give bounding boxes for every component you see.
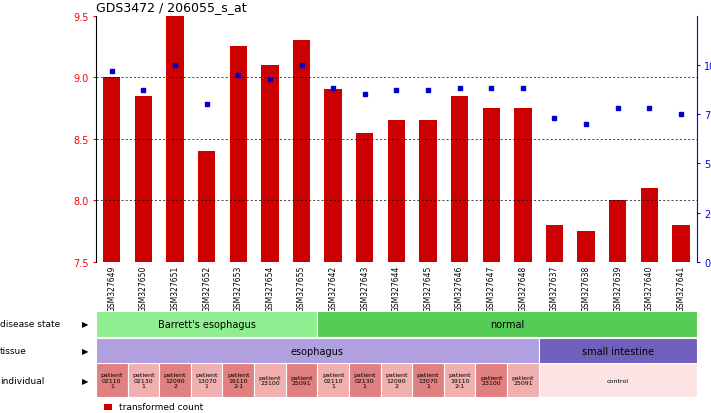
Text: patient
23100: patient 23100 bbox=[480, 375, 503, 385]
Text: patient
02110
1: patient 02110 1 bbox=[322, 373, 344, 388]
Bar bbox=[444, 363, 476, 397]
Bar bbox=[261, 66, 279, 262]
Text: patient
13070
1: patient 13070 1 bbox=[417, 373, 439, 388]
Bar bbox=[317, 311, 697, 337]
Bar bbox=[546, 225, 563, 262]
Text: patient
23100: patient 23100 bbox=[259, 375, 281, 385]
Text: disease state: disease state bbox=[0, 320, 60, 328]
Bar bbox=[166, 17, 183, 262]
Text: ▶: ▶ bbox=[82, 347, 89, 355]
Text: GSM327638: GSM327638 bbox=[582, 265, 591, 311]
Text: patient
25091: patient 25091 bbox=[290, 375, 313, 385]
Text: GDS3472 / 206055_s_at: GDS3472 / 206055_s_at bbox=[96, 1, 247, 14]
Text: patient
12090
2: patient 12090 2 bbox=[385, 373, 407, 388]
Bar bbox=[539, 363, 697, 397]
Bar bbox=[230, 47, 247, 262]
Bar bbox=[483, 109, 500, 262]
Text: GSM327640: GSM327640 bbox=[645, 265, 654, 311]
Text: individual: individual bbox=[0, 376, 44, 385]
Text: GSM327646: GSM327646 bbox=[455, 265, 464, 311]
Bar bbox=[412, 363, 444, 397]
Text: patient
19110
2-1: patient 19110 2-1 bbox=[449, 373, 471, 388]
Bar bbox=[159, 363, 191, 397]
Bar bbox=[387, 121, 405, 262]
Bar bbox=[324, 90, 342, 262]
Text: GSM327643: GSM327643 bbox=[360, 265, 369, 311]
Text: GSM327642: GSM327642 bbox=[328, 265, 338, 311]
Bar bbox=[539, 338, 697, 364]
Bar bbox=[476, 363, 507, 397]
Text: Barrett's esophagus: Barrett's esophagus bbox=[158, 319, 255, 329]
Bar bbox=[317, 363, 349, 397]
Bar bbox=[507, 363, 539, 397]
Text: control: control bbox=[606, 378, 629, 383]
Text: GSM327645: GSM327645 bbox=[424, 265, 432, 311]
Text: GSM327653: GSM327653 bbox=[234, 265, 242, 311]
Bar bbox=[293, 41, 310, 262]
Bar bbox=[356, 133, 373, 262]
Bar bbox=[609, 201, 626, 262]
Bar bbox=[514, 109, 532, 262]
Text: ▶: ▶ bbox=[82, 376, 89, 385]
Text: GSM327651: GSM327651 bbox=[171, 265, 180, 311]
Text: normal: normal bbox=[490, 319, 524, 329]
Text: GSM327641: GSM327641 bbox=[676, 265, 685, 311]
Bar bbox=[96, 338, 539, 364]
Text: patient
19110
2-1: patient 19110 2-1 bbox=[227, 373, 250, 388]
Text: GSM327649: GSM327649 bbox=[107, 265, 117, 311]
Text: patient
25091: patient 25091 bbox=[512, 375, 534, 385]
Bar bbox=[673, 225, 690, 262]
Text: esophagus: esophagus bbox=[291, 346, 344, 356]
Text: GSM327647: GSM327647 bbox=[487, 265, 496, 311]
Text: transformed count: transformed count bbox=[119, 402, 203, 411]
Text: patient
02110
1: patient 02110 1 bbox=[100, 373, 123, 388]
Bar bbox=[191, 363, 223, 397]
Text: GSM327637: GSM327637 bbox=[550, 265, 559, 311]
Text: patient
02130
1: patient 02130 1 bbox=[132, 373, 155, 388]
Text: GSM327652: GSM327652 bbox=[202, 265, 211, 311]
Text: GSM327654: GSM327654 bbox=[265, 265, 274, 311]
Text: GSM327644: GSM327644 bbox=[392, 265, 401, 311]
Bar bbox=[104, 404, 112, 410]
Text: GSM327648: GSM327648 bbox=[518, 265, 528, 311]
Bar bbox=[451, 96, 469, 262]
Bar bbox=[103, 78, 120, 262]
Bar bbox=[96, 311, 317, 337]
Text: GSM327650: GSM327650 bbox=[139, 265, 148, 311]
Bar bbox=[349, 363, 380, 397]
Bar bbox=[380, 363, 412, 397]
Text: GSM327655: GSM327655 bbox=[297, 265, 306, 311]
Bar bbox=[419, 121, 437, 262]
Text: small intestine: small intestine bbox=[582, 346, 654, 356]
Text: patient
13070
1: patient 13070 1 bbox=[196, 373, 218, 388]
Text: GSM327639: GSM327639 bbox=[613, 265, 622, 311]
Bar bbox=[577, 232, 595, 262]
Bar bbox=[223, 363, 254, 397]
Text: patient
02130
1: patient 02130 1 bbox=[353, 373, 376, 388]
Bar bbox=[641, 188, 658, 262]
Bar bbox=[134, 96, 152, 262]
Bar bbox=[127, 363, 159, 397]
Text: tissue: tissue bbox=[0, 347, 27, 355]
Bar bbox=[198, 152, 215, 262]
Bar bbox=[286, 363, 317, 397]
Text: patient
12090
2: patient 12090 2 bbox=[164, 373, 186, 388]
Text: ▶: ▶ bbox=[82, 320, 89, 328]
Bar bbox=[96, 363, 127, 397]
Bar bbox=[254, 363, 286, 397]
